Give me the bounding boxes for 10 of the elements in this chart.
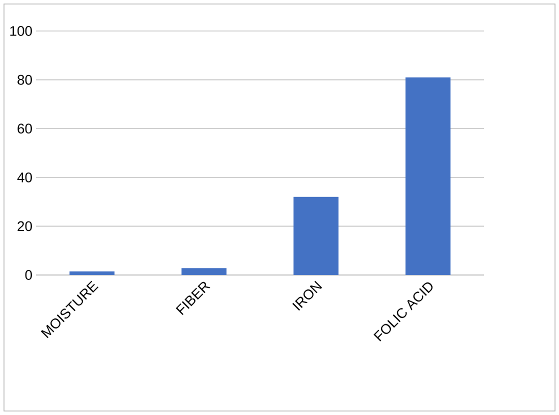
y-tick-label: 40 [17,172,32,182]
bar [182,268,226,275]
y-tick-label: 0 [25,270,32,280]
y-tick-label: 60 [18,124,32,134]
y-tick-label: 20 [18,221,32,232]
bar [70,271,114,275]
bar [294,196,338,275]
y-tick-label: 80 [18,74,32,85]
bar [406,77,451,275]
y-tick-label: 100 [10,26,32,36]
